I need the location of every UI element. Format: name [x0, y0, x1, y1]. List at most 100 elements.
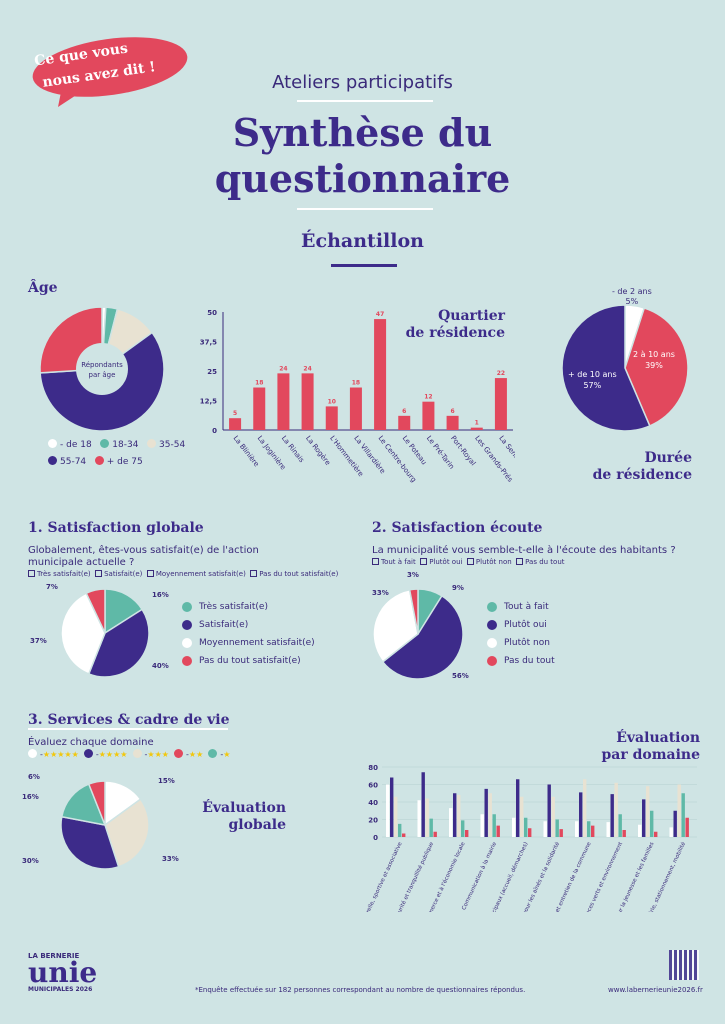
page-title: Synthèse du questionnaire: [0, 110, 725, 202]
y-tick-label: 80: [368, 764, 378, 772]
services-instruction: Évaluez chaque domaine: [28, 737, 154, 748]
duree-pie-chart: [561, 304, 689, 432]
bar: [528, 828, 532, 837]
bar: [520, 796, 524, 837]
bar: [417, 800, 421, 837]
y-tick-label: 25: [207, 368, 217, 376]
bar: [301, 373, 314, 430]
bar: [253, 387, 266, 430]
legend-item: Plutôt non: [487, 638, 555, 648]
bar: [638, 824, 642, 837]
bar: [583, 779, 587, 837]
bar: [398, 415, 411, 430]
satisfaction-question-line-2: municipale actuelle ?: [28, 557, 135, 568]
option-label: Pas du tout satisfait(e): [259, 570, 339, 578]
duree-gt10-text: + de 10 ans: [568, 370, 617, 379]
bar-value-label: 1: [475, 420, 479, 427]
star-rating-icon: ★★★: [147, 750, 169, 759]
y-tick-label: 50: [207, 309, 217, 317]
legend-dot: [487, 620, 497, 630]
legend-label: - de 18: [60, 440, 92, 450]
bar: [488, 793, 492, 837]
services-divider: [28, 728, 228, 730]
footer-url[interactable]: www.labernerieunie2026.fr: [608, 986, 703, 994]
category-label: La Rinais: [280, 434, 306, 464]
quartier-title: Quartier de résidence: [405, 308, 505, 342]
bar-value-label: 47: [376, 311, 384, 318]
option-label: Très satisfait(e): [37, 570, 91, 578]
section-sample-divider: [331, 264, 397, 267]
legend-dot: [132, 749, 142, 758]
slice-gt10: [561, 304, 651, 432]
legend-label: Très satisfait(e): [199, 602, 268, 612]
header-divider-top: [297, 100, 433, 102]
slice-tres: [104, 588, 144, 635]
bar: [484, 788, 488, 837]
legend-dot: [83, 749, 93, 758]
bar-value-label: 24: [303, 365, 311, 372]
bar: [453, 793, 457, 837]
y-tick-label: 12,5: [200, 398, 217, 406]
bar: [386, 784, 390, 837]
bar: [229, 418, 242, 430]
legend-item: Plutôt oui: [487, 620, 555, 630]
brand-top: LA BERNERIE: [28, 952, 80, 960]
age-pie-center-label: Répondants par âge: [72, 360, 132, 380]
bar: [614, 782, 618, 837]
bar: [492, 814, 496, 837]
brand-main: unie: [28, 956, 98, 989]
bar: [673, 810, 677, 837]
legend-item: Satisfait(e): [182, 620, 315, 630]
checkbox-icon: [250, 570, 258, 577]
legend-item-18-34: 18-34: [100, 439, 139, 450]
legend-item: Pas du tout satisfait(e): [182, 656, 315, 666]
bar: [559, 829, 563, 837]
quartier-title-line-1: Quartier: [438, 308, 505, 324]
domain-eval-title: Évaluation par domaine: [585, 730, 700, 764]
legend-item-under18: - de 18: [48, 439, 92, 450]
legend-dot: [147, 439, 157, 448]
legend-item: Pas du tout: [487, 656, 555, 666]
category-label: Actions pour la jeunesse et les familles: [605, 841, 656, 912]
age-center-line-2: par âge: [88, 371, 116, 379]
global-eval-title: Évaluation globale: [190, 800, 286, 834]
satisfaction-options: Très satisfait(e) Satisfait(e) Moyenneme…: [28, 570, 338, 578]
checkbox-icon: [420, 558, 428, 565]
legend-dot: [94, 456, 104, 465]
footer-note: *Enquête effectuée sur 182 personnes cor…: [195, 986, 526, 994]
brand-bottom: MUNICIPALES 2026: [28, 986, 93, 993]
ecoute-legend: Tout à fait Plutôt oui Plutôt non Pas du…: [487, 602, 555, 674]
legend-dot: [100, 439, 110, 448]
star-rating-icon: ★★: [188, 750, 204, 759]
option-label: Plutôt non: [475, 558, 512, 566]
ecoute-pie-chart: [372, 588, 464, 680]
bar: [390, 777, 394, 837]
bar: [669, 827, 673, 837]
slice-pas: [85, 588, 106, 634]
legend-label: 18-34: [112, 440, 139, 450]
bar-value-label: 22: [497, 370, 505, 377]
bar: [421, 772, 425, 837]
bar: [524, 817, 528, 837]
age-title: Âge: [28, 280, 58, 296]
bar: [349, 387, 362, 430]
bar: [646, 786, 650, 837]
ecoute-title: 2. Satisfaction écoute: [372, 520, 543, 536]
legend-dot: [182, 638, 192, 648]
bar: [402, 833, 406, 837]
header-divider-bottom: [297, 208, 433, 210]
duree-mid-label: 2 à 10 ans 39%: [633, 349, 675, 371]
header-subtitle: Ateliers participatifs: [272, 72, 453, 93]
slice-oui: [381, 594, 464, 680]
legend-dot: [28, 749, 37, 758]
slice-pas: [408, 588, 419, 635]
checkbox-icon: [95, 570, 103, 577]
duree-title-line-2: de résidence: [592, 467, 692, 483]
legend-dot: [48, 439, 57, 448]
pie-hole: [76, 343, 128, 395]
age-pie-chart: [39, 306, 165, 432]
duree-lt2-text: - de 2 ans: [612, 287, 652, 296]
bar: [606, 822, 610, 837]
glob-pct-6: 6%: [28, 773, 40, 781]
